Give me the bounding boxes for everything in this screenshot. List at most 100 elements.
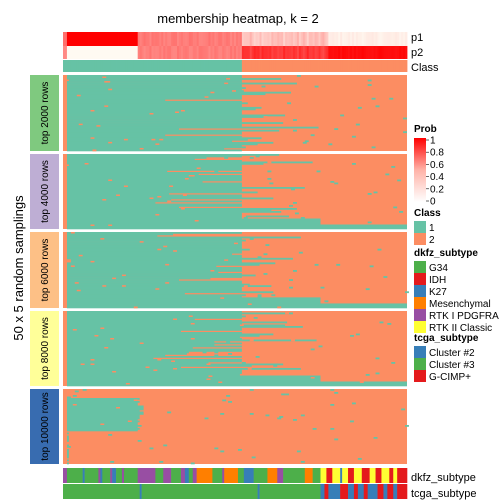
p1-cell <box>149 32 152 46</box>
p1-cell <box>291 32 294 46</box>
prob-tick-label: 0.8 <box>430 148 444 159</box>
p2-cell <box>373 46 376 59</box>
class-cell <box>96 60 99 72</box>
membership-row-cluster-1 <box>66 99 166 102</box>
p1-cell <box>355 32 359 46</box>
class-cell <box>257 60 260 72</box>
p2-cell <box>399 46 402 59</box>
p1-cell <box>255 32 259 46</box>
p2-cell <box>218 46 221 59</box>
class-cell <box>373 60 376 72</box>
membership-row-cluster-1 <box>66 100 242 103</box>
p1-cell <box>106 32 109 46</box>
p1-cell <box>78 32 82 46</box>
p1-cell <box>369 32 373 46</box>
dkfz-subtype-cell <box>253 468 268 483</box>
dkfz-legend-item-label: RTK I PDGFRA <box>429 311 499 322</box>
membership-row-cluster-1 <box>66 154 280 156</box>
class-cell <box>224 60 227 72</box>
membership-cell <box>180 109 185 112</box>
dkfz-subtype-cell <box>312 468 321 483</box>
class-cell <box>322 60 325 72</box>
class-cell <box>155 60 158 72</box>
membership-cell <box>66 260 71 263</box>
membership-cell <box>108 434 113 436</box>
p2-cell <box>212 46 215 59</box>
membership-cell <box>153 369 158 372</box>
class-cell <box>328 60 331 72</box>
membership-cell <box>72 395 77 397</box>
membership-row-cluster-1 <box>66 143 258 146</box>
membership-cell <box>257 256 262 259</box>
membership-row-cluster-1 <box>66 163 264 165</box>
membership-cell <box>265 244 270 246</box>
p1-cell <box>344 32 347 46</box>
membership-cell <box>267 178 272 180</box>
membership-row-cluster-1 <box>66 348 242 351</box>
class-cell <box>371 60 374 72</box>
class-cell <box>186 60 190 72</box>
membership-row-cluster-1 <box>66 277 211 280</box>
prob-tick-label: 0.2 <box>430 184 444 195</box>
membership-cell <box>184 178 189 180</box>
p2-cell <box>169 46 172 59</box>
membership-cell <box>241 362 246 364</box>
p1-cell <box>249 32 253 46</box>
p1-cell <box>316 32 319 46</box>
membership-cell <box>298 251 303 254</box>
class-cell <box>285 60 288 72</box>
class-cell <box>161 60 164 72</box>
class-cell <box>218 60 221 72</box>
membership-row-cluster-1 <box>66 209 272 212</box>
p1-cell <box>263 32 266 46</box>
class-cell <box>289 60 292 72</box>
membership-cell <box>123 185 128 188</box>
p2-cell <box>123 46 127 59</box>
membership-row-cluster-1 <box>66 295 242 298</box>
class-cell <box>78 60 82 72</box>
class-cell <box>296 60 300 72</box>
p1-cell <box>399 32 402 46</box>
membership-cell <box>220 450 225 453</box>
membership-row-cluster-1 <box>66 425 142 427</box>
membership-cell <box>391 166 396 168</box>
p1-cell <box>98 32 101 46</box>
class-cell <box>326 60 329 72</box>
membership-row-cluster-1 <box>66 332 242 334</box>
membership-row-cluster-1 <box>66 173 199 176</box>
class-cell <box>393 60 396 72</box>
p1-cell <box>336 32 339 46</box>
membership-cell <box>257 294 262 297</box>
membership-row-cluster-1 <box>66 161 313 164</box>
dkfz-subtype-cell <box>212 468 223 483</box>
class-cell <box>159 60 162 72</box>
membership-cell <box>165 263 170 266</box>
membership-row-cluster-1 <box>66 215 290 218</box>
p1-cell <box>239 32 243 46</box>
membership-row-cluster-1 <box>66 185 242 188</box>
p2-cell <box>63 46 66 59</box>
membership-row-cluster-1 <box>66 169 242 171</box>
heatmap-panel <box>63 232 409 309</box>
class-cell <box>357 60 361 72</box>
dkfz-subtype-cell <box>369 468 376 483</box>
membership-cell <box>159 138 164 141</box>
p2-cell <box>186 46 190 59</box>
p2-cell <box>145 46 148 59</box>
membership-cell <box>334 128 339 131</box>
membership-row-cluster-1 <box>66 323 242 325</box>
class-cell <box>269 60 272 72</box>
membership-cell <box>155 214 160 216</box>
membership-row-cluster-1 <box>66 314 242 316</box>
p1-cell <box>243 32 247 46</box>
class-cell <box>98 60 101 72</box>
p1-cell <box>220 32 223 46</box>
class-cell <box>137 60 141 72</box>
membership-row-cluster-1 <box>66 294 246 297</box>
class-cell <box>127 60 131 72</box>
tcga-subtype-cell <box>320 484 325 499</box>
membership-row-cluster-1 <box>66 182 242 185</box>
membership-row-cluster-1 <box>66 224 407 227</box>
class-cell <box>200 60 203 72</box>
p2-cell <box>230 46 233 59</box>
